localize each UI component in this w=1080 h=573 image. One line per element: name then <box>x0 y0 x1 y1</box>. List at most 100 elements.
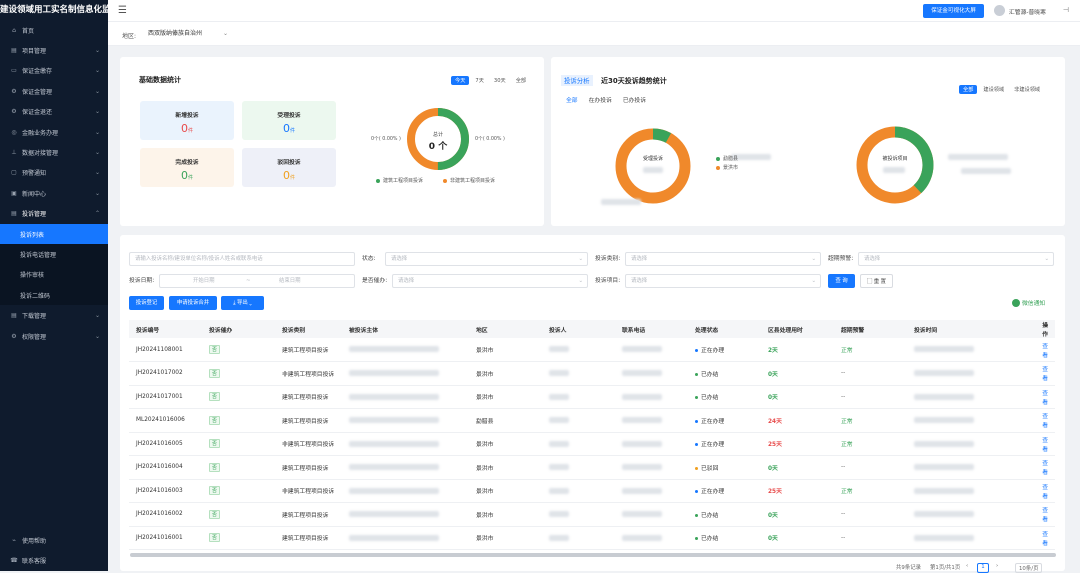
time-range-option[interactable]: 30天 <box>493 78 506 84</box>
register-complaint-button[interactable]: 投诉登记 <box>129 296 164 310</box>
time-redacted <box>914 534 974 541</box>
complainant-redacted <box>549 346 569 353</box>
horizontal-scrollbar[interactable] <box>130 553 1056 557</box>
region-select[interactable]: 西双版纳傣族自治州 ⌄ <box>148 26 228 41</box>
sidebar-item-permission[interactable]: ⚙ 权限管理 ⌄ <box>0 326 108 346</box>
time-range-option[interactable]: 7天 <box>475 78 484 84</box>
sidebar-subitem[interactable]: 操作审核 <box>0 264 108 286</box>
sidebar-item-deposit[interactable]: ▭ 保证金缴存 ⌄ <box>0 61 108 81</box>
sidebar-item-project[interactable]: ▤ 项目管理 ⌄ <box>0 40 108 60</box>
avatar[interactable] <box>994 5 1005 16</box>
table-row[interactable]: JH20241108001 否 建筑工程项目投诉 景洪市 正在办理 2天 正常 查看 <box>129 338 1055 362</box>
view-link[interactable]: 查看 <box>1031 526 1055 550</box>
prev-page-button[interactable]: ‹ <box>966 563 969 569</box>
analysis-tab[interactable]: 在办投诉 <box>588 98 612 104</box>
analysis-filter-option[interactable]: 非建设领域 <box>1014 87 1041 93</box>
filter-select[interactable]: 请选择 ⌄ <box>385 252 588 266</box>
view-link[interactable]: 查看 <box>1031 479 1055 503</box>
filter-select[interactable]: 请选择 ⌄ <box>625 274 821 288</box>
stat-value-number: 0 <box>180 169 188 182</box>
status-cell: 正在办理 <box>688 432 761 456</box>
table-row[interactable]: JH20241017002 否 非建筑工程项目投诉 景洪市 已办结 0天 -- 查看 <box>129 361 1055 386</box>
table-row[interactable]: JH20241016004 否 建筑工程项目投诉 景洪市 已驳回 0天 -- 查看 <box>129 455 1055 480</box>
export-button[interactable]: ⤓ 导出 ⌄ <box>221 296 264 310</box>
menu-toggle-icon[interactable]: ☰ <box>118 5 127 16</box>
analysis-tab[interactable]: 已办投诉 <box>622 98 647 104</box>
sidebar-item-finance[interactable]: ◎ 金融业务办理 ⌄ <box>0 122 108 142</box>
user-name[interactable]: 汇管源-普晓寒 <box>1009 10 1046 16</box>
respondent-cell <box>342 385 469 409</box>
sidebar-item-complaint[interactable]: ▤ 投诉管理 ⌃ <box>0 204 108 224</box>
page-number-button[interactable]: 1 <box>977 563 989 573</box>
sidebar-subitem[interactable]: 投诉列表 <box>0 223 108 245</box>
visual-big-screen-button[interactable]: 保证金可视化大屏 <box>923 4 984 18</box>
sidebar-footer-item[interactable]: ⌁ 使用帮助 <box>0 530 108 550</box>
view-link[interactable]: 查看 <box>1031 502 1055 527</box>
stat-value-unit: 件 <box>187 175 193 181</box>
next-page-button[interactable]: › <box>996 563 999 569</box>
table-header-cell: 被投诉主体 <box>342 320 469 338</box>
sidebar-subitem[interactable]: 投诉电话管理 <box>0 244 108 265</box>
table-row[interactable]: JH20241016002 否 建筑工程项目投诉 景洪市 已办结 0天 -- 查看 <box>129 502 1055 527</box>
sidebar-item-return[interactable]: ⚙ 保证金退还 ⌄ <box>0 102 108 122</box>
urge-cell: 否 <box>202 479 275 503</box>
wechat-notify-link[interactable]: 微信通知 <box>1012 298 1045 307</box>
date-range-picker[interactable]: 开始日期 ~ 结束日期 <box>159 274 355 288</box>
sidebar-item-news[interactable]: ▣ 新闻中心 ⌄ <box>0 183 108 203</box>
analysis-tab[interactable]: 全部 <box>566 98 578 104</box>
apply-merge-button[interactable]: 申请投诉合并 <box>169 296 217 310</box>
wechat-label: 微信通知 <box>1022 301 1046 307</box>
analysis-filter-option[interactable]: 全部 <box>959 85 978 94</box>
urge-cell: 否 <box>202 502 275 527</box>
respondent-cell <box>342 479 469 503</box>
sidebar-subitem[interactable]: 投诉二维码 <box>0 285 108 306</box>
complaint-type: 建筑工程项目投诉 <box>275 408 342 433</box>
view-link[interactable]: 查看 <box>1031 338 1055 362</box>
reset-button[interactable]: ▢ 重 置 <box>860 274 893 288</box>
status-text: 已驳回 <box>701 465 719 472</box>
keyword-search-input[interactable]: 请输入投诉名称/建设单位名称/投诉人姓名或联系电话 <box>129 252 355 266</box>
time-range-option[interactable]: 全部 <box>515 78 527 84</box>
sidebar-footer-item[interactable]: ☎ 联系客服 <box>0 551 108 571</box>
table-row[interactable]: JH20241017001 否 建筑工程项目投诉 景洪市 已办结 0天 -- 查看 <box>129 385 1055 409</box>
pin-icon[interactable]: ⊣ <box>1062 6 1069 14</box>
view-link[interactable]: 查看 <box>1031 432 1055 456</box>
status-text: 正在办理 <box>701 418 725 425</box>
view-link[interactable]: 查看 <box>1031 385 1055 409</box>
region-bar: 地区: 西双版纳傣族自治州 ⌄ <box>108 22 1080 46</box>
table-row[interactable]: JH20241016001 否 建筑工程项目投诉 景洪市 已办结 0天 -- 查看 <box>129 526 1055 550</box>
analysis-filter-option[interactable]: 建设领域 <box>983 87 1005 93</box>
table-row[interactable]: JH20241016003 否 非建筑工程项目投诉 景洪市 正在办理 25天 正常 查看 <box>129 479 1055 503</box>
sidebar-item-label: 联系客服 <box>22 558 47 566</box>
filter-select[interactable]: 请选择 ⌄ <box>625 252 821 266</box>
view-link[interactable]: 查看 <box>1031 361 1055 386</box>
respondent-cell <box>342 455 469 480</box>
view-link[interactable]: 查看 <box>1031 408 1055 433</box>
sidebar-item-home[interactable]: ⌂ 首页 <box>0 20 108 40</box>
analysis-tabs: 全部 在办投诉 已办投诉 <box>566 95 646 104</box>
view-link[interactable]: 查看 <box>1031 455 1055 480</box>
chevron-icon: ⌄ <box>94 149 100 157</box>
stat-card-value: 0件 <box>242 122 336 135</box>
sidebar-item-download[interactable]: ▤ 下载管理 ⌄ <box>0 305 108 325</box>
sidebar-item-alert[interactable]: ▢ 预警通知 ⌄ <box>0 163 108 183</box>
query-button[interactable]: 查 询 <box>828 274 855 288</box>
sidebar-item-data[interactable]: ⊥ 数据对接管理 ⌄ <box>0 142 108 162</box>
respondent-redacted <box>349 440 439 447</box>
table-row[interactable]: ML20241016006 否 建筑工程项目投诉 勐腊县 正在办理 24天 正常 查看 <box>129 408 1055 433</box>
project-icon: ▤ <box>11 47 17 55</box>
sidebar-item-gear[interactable]: ⚙ 保证金管理 ⌄ <box>0 81 108 101</box>
legend-dot <box>376 178 380 183</box>
complainant-cell <box>542 479 615 503</box>
filter-select[interactable]: 请选择 ⌄ <box>392 274 588 288</box>
complaint-time <box>907 455 1031 480</box>
handling-days: 0天 <box>761 385 834 409</box>
time-redacted <box>914 393 974 400</box>
urge-tag: 否 <box>209 462 221 472</box>
time-range-option[interactable]: 今天 <box>451 76 470 85</box>
table-row[interactable]: JH20241016005 否 非建筑工程项目投诉 景洪市 正在办理 25天 正常 查看 <box>129 432 1055 456</box>
page-size-select[interactable]: 10条/页 <box>1015 563 1043 573</box>
sidebar-item-label: 预警通知 <box>22 170 47 178</box>
respondent-redacted <box>349 370 439 376</box>
filter-select[interactable]: 请选择 ⌄ <box>858 252 1054 266</box>
